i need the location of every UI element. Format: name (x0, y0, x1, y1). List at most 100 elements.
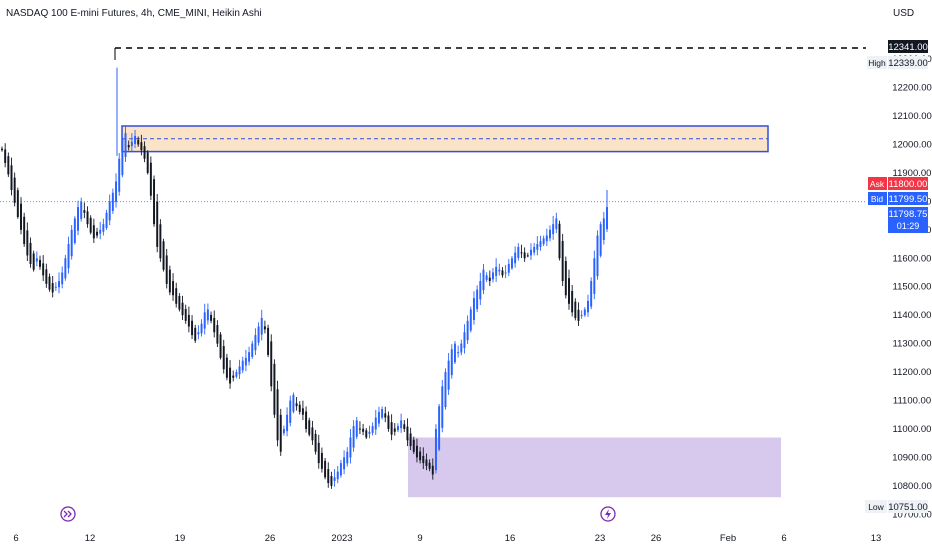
candle-body (203, 312, 206, 329)
candle-body (343, 457, 346, 470)
candle-body (596, 235, 599, 277)
time-tick-label: 13 (871, 533, 882, 544)
candle-body (514, 252, 517, 264)
candle-body (453, 343, 456, 363)
candle-body (444, 372, 447, 408)
candle-body (159, 224, 162, 259)
candle-body (48, 276, 51, 290)
candle-body (26, 230, 29, 256)
candle-body (602, 218, 605, 240)
candle-body (463, 332, 466, 349)
price-tick-label: 11500.00 (893, 282, 932, 293)
candle-body (460, 343, 463, 353)
time-tick-label: 2023 (331, 533, 352, 544)
candle-body (412, 439, 415, 452)
candle-body (67, 244, 70, 269)
time-axis[interactable]: 6 12 19 26 2023 9 16 23 26 Feb 6 13 (13, 533, 881, 544)
ask-label-bg (868, 177, 887, 190)
high-label-bg (867, 56, 887, 69)
candle-body (520, 252, 523, 254)
price-tick-label: 10900.00 (892, 452, 932, 463)
candle-body (317, 442, 320, 464)
candle-body (339, 463, 342, 476)
candle-body (314, 433, 317, 452)
candle-body (181, 302, 184, 316)
candle-body (533, 246, 536, 253)
candle-body (29, 242, 32, 264)
price-tick-label: 10800.00 (892, 481, 932, 492)
price-tick-label: 11200.00 (893, 367, 932, 378)
lightning-icon (605, 509, 611, 519)
candle-body (482, 269, 485, 291)
forward-arrows-icon (63, 510, 72, 518)
candle-body (476, 289, 479, 310)
candle-body (311, 427, 314, 441)
candle-body (355, 420, 358, 437)
candle-body (393, 428, 396, 432)
earnings-event-icon[interactable] (600, 506, 616, 522)
candle-body (381, 409, 384, 418)
low-label-bg (865, 500, 887, 513)
candle-body (593, 258, 596, 294)
candle-body (118, 158, 121, 192)
candle-body (469, 309, 472, 331)
candle-body (479, 281, 482, 300)
candle-body (327, 469, 330, 484)
forward-event-circle (60, 506, 76, 522)
price-tick-label: 12200.00 (892, 83, 932, 94)
candle-body (248, 352, 251, 362)
forward-event-icon[interactable] (60, 506, 76, 522)
candle-body (35, 258, 38, 262)
candle-body (162, 241, 165, 270)
candle-body (219, 334, 222, 358)
candle-body (377, 411, 380, 424)
candle-body (175, 288, 178, 304)
candle-body (153, 179, 156, 225)
candle-body (225, 357, 228, 378)
candle-body (16, 190, 19, 218)
candle-body (571, 290, 574, 313)
candle-body (127, 145, 130, 148)
candle-body (7, 156, 10, 175)
candle-body (187, 314, 190, 327)
candle-body (542, 238, 545, 245)
candle-body (552, 224, 555, 235)
candle-body (422, 455, 425, 464)
candle-body (362, 428, 365, 432)
candle-body (431, 465, 434, 475)
candle-body (70, 229, 73, 257)
ask-label: Ask (870, 179, 885, 189)
low-tag: Low 10751.00 (865, 500, 928, 513)
candle-body (64, 258, 67, 279)
candle-body (577, 309, 580, 321)
candle-body (466, 320, 469, 341)
candle-body (415, 445, 418, 458)
candle-body (251, 343, 254, 357)
candle-body (276, 389, 279, 441)
support-zone[interactable] (408, 437, 781, 498)
time-tick-label: Feb (720, 533, 736, 544)
candle-body (45, 269, 48, 284)
candle-body (349, 437, 352, 458)
candle-body (130, 141, 133, 147)
candle-body (58, 281, 60, 288)
candle-body (564, 261, 567, 296)
ask-value-bg (888, 177, 928, 190)
time-tick-label: 6 (781, 533, 786, 544)
candle-body (545, 235, 548, 242)
time-tick-label: 19 (175, 533, 186, 544)
candle-body (197, 332, 200, 335)
candle-body (1, 148, 3, 151)
candle-body (168, 269, 171, 293)
candle-body (134, 135, 137, 144)
candle-body (257, 326, 260, 343)
candle-body (244, 357, 247, 366)
time-tick-label: 23 (595, 533, 606, 544)
candle-body (406, 426, 409, 441)
candle-body (491, 272, 494, 280)
bar-countdown: 01:29 (897, 221, 920, 231)
candle-body (105, 212, 108, 228)
candle-body (13, 177, 16, 203)
currency-label: USD (893, 8, 914, 19)
